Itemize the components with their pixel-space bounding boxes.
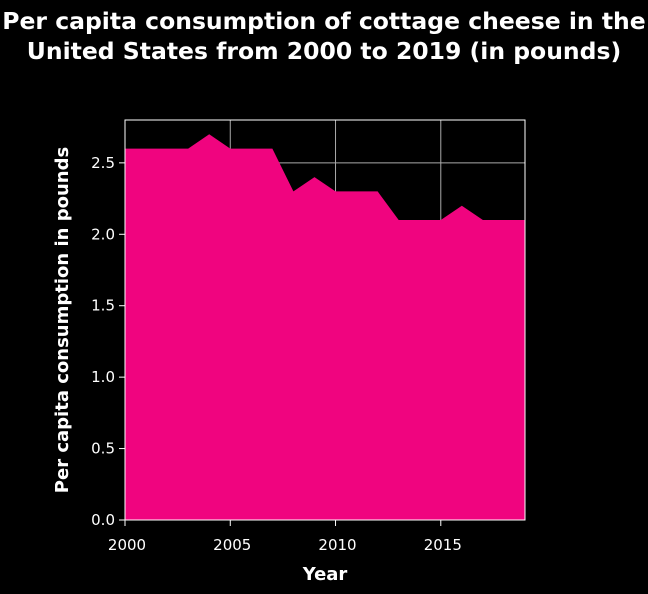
y-tick-label: 1.5: [91, 297, 115, 315]
x-tick-label: 2010: [318, 536, 356, 554]
y-tick-label: 0.5: [91, 440, 115, 458]
x-tick-label: 2000: [108, 536, 146, 554]
x-tick-label: 2015: [424, 536, 462, 554]
y-axis-label: Per capita consumption in pounds: [52, 147, 73, 493]
y-tick-label: 0.0: [91, 511, 115, 529]
x-axis: 2000 2005 2010 2015: [108, 520, 462, 554]
y-tick-label: 1.0: [91, 368, 115, 386]
chart-title: Per capita consumption of cottage cheese…: [2, 7, 646, 65]
y-tick-label: 2.0: [91, 225, 115, 243]
x-axis-label: Year: [302, 564, 348, 585]
plot-frame: [124, 119, 526, 521]
x-tick-label: 2005: [213, 536, 251, 554]
area-series-fill: [125, 134, 525, 521]
y-axis: 0.0 0.5 1.0 1.5 2.0 2.5: [91, 154, 125, 529]
y-tick-label: 2.5: [91, 154, 115, 172]
